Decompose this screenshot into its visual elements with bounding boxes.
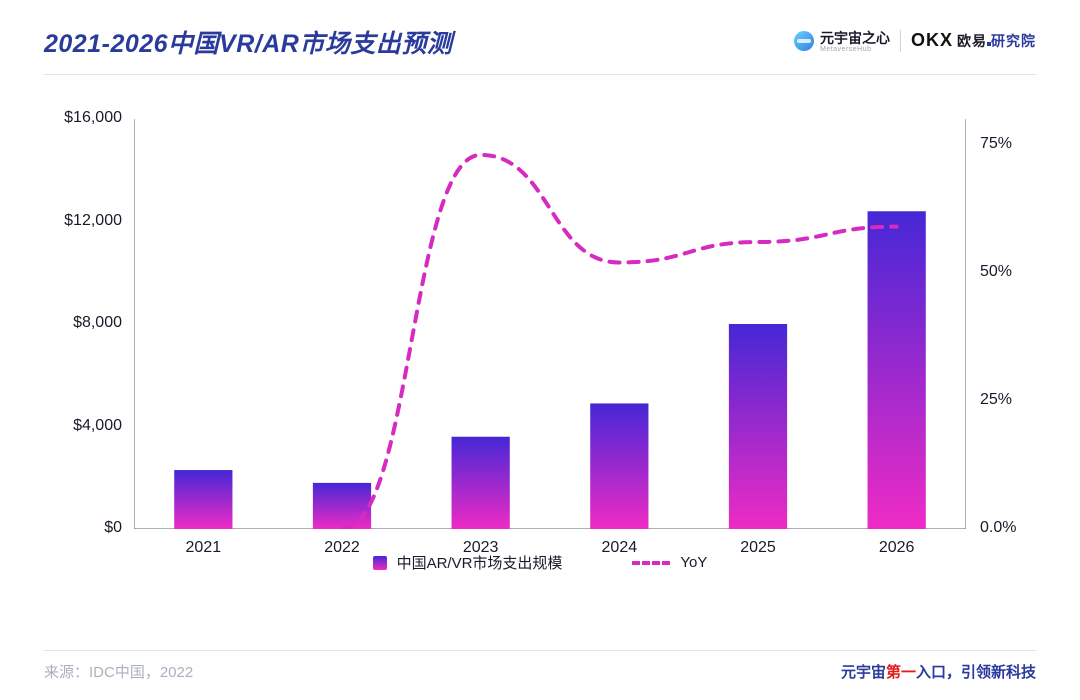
y-left-tick: $12,000	[64, 212, 122, 230]
logo-okx-cn-suffix: 研究院	[991, 33, 1036, 49]
tagline-prefix: 元宇宙	[841, 664, 886, 681]
x-tick: 2026	[879, 539, 915, 557]
y-right-tick: 50%	[980, 263, 1012, 281]
logo-okx-cn: 欧易研究院	[957, 31, 1036, 51]
x-tick: 2021	[186, 539, 222, 557]
logo-row: 元宇宙之心 MetaverseHub OKX 欧易研究院	[794, 24, 1036, 53]
legend-swatch-line	[632, 561, 670, 565]
chart-svg	[134, 119, 966, 529]
logo-okx-text: OKX	[911, 30, 953, 51]
logo-metaversehub-icon	[794, 31, 814, 51]
chart-title: 2021-2026中国VR/AR市场支出预测	[44, 24, 452, 60]
y-left-tick: $0	[104, 519, 122, 537]
logo-metaversehub: 元宇宙之心 MetaverseHub	[794, 28, 890, 53]
source-text: 来源：IDC中国，2022	[44, 661, 193, 682]
x-tick: 2025	[740, 539, 776, 557]
y-right-tick: 0.0%	[980, 519, 1016, 537]
footer: 来源：IDC中国，2022 元宇宙第一入口，引领新科技	[44, 650, 1036, 682]
logo-okx-cn-prefix: 欧易	[957, 33, 987, 49]
legend-label-line: YoY	[680, 554, 707, 571]
legend-item-line: YoY	[632, 552, 707, 573]
y-right-tick: 75%	[980, 135, 1012, 153]
legend-swatch-bar	[373, 556, 387, 570]
y-right-tick: 25%	[980, 391, 1012, 409]
y-left-tick: $8,000	[73, 314, 122, 332]
x-tick: 2022	[324, 539, 360, 557]
tagline-suffix: 入口，引领新科技	[916, 664, 1036, 681]
tagline-red: 第一	[886, 664, 916, 681]
logo-metaversehub-text: 元宇宙之心	[820, 28, 890, 48]
logo-separator	[900, 30, 901, 52]
y-left-tick: $4,000	[73, 417, 122, 435]
y-left-tick: $16,000	[64, 109, 122, 127]
x-tick: 2024	[602, 539, 638, 557]
header-underline	[44, 74, 1036, 75]
header: 2021-2026中国VR/AR市场支出预测 元宇宙之心 MetaverseHu…	[0, 0, 1080, 60]
chart: 中国AR/VR市场支出规模 YoY $0$4,000$8,000$12,000$…	[44, 109, 1036, 579]
plot-area	[134, 119, 966, 529]
logo-okx: OKX 欧易研究院	[911, 30, 1036, 51]
x-tick: 2023	[463, 539, 499, 557]
tagline: 元宇宙第一入口，引领新科技	[841, 661, 1036, 682]
